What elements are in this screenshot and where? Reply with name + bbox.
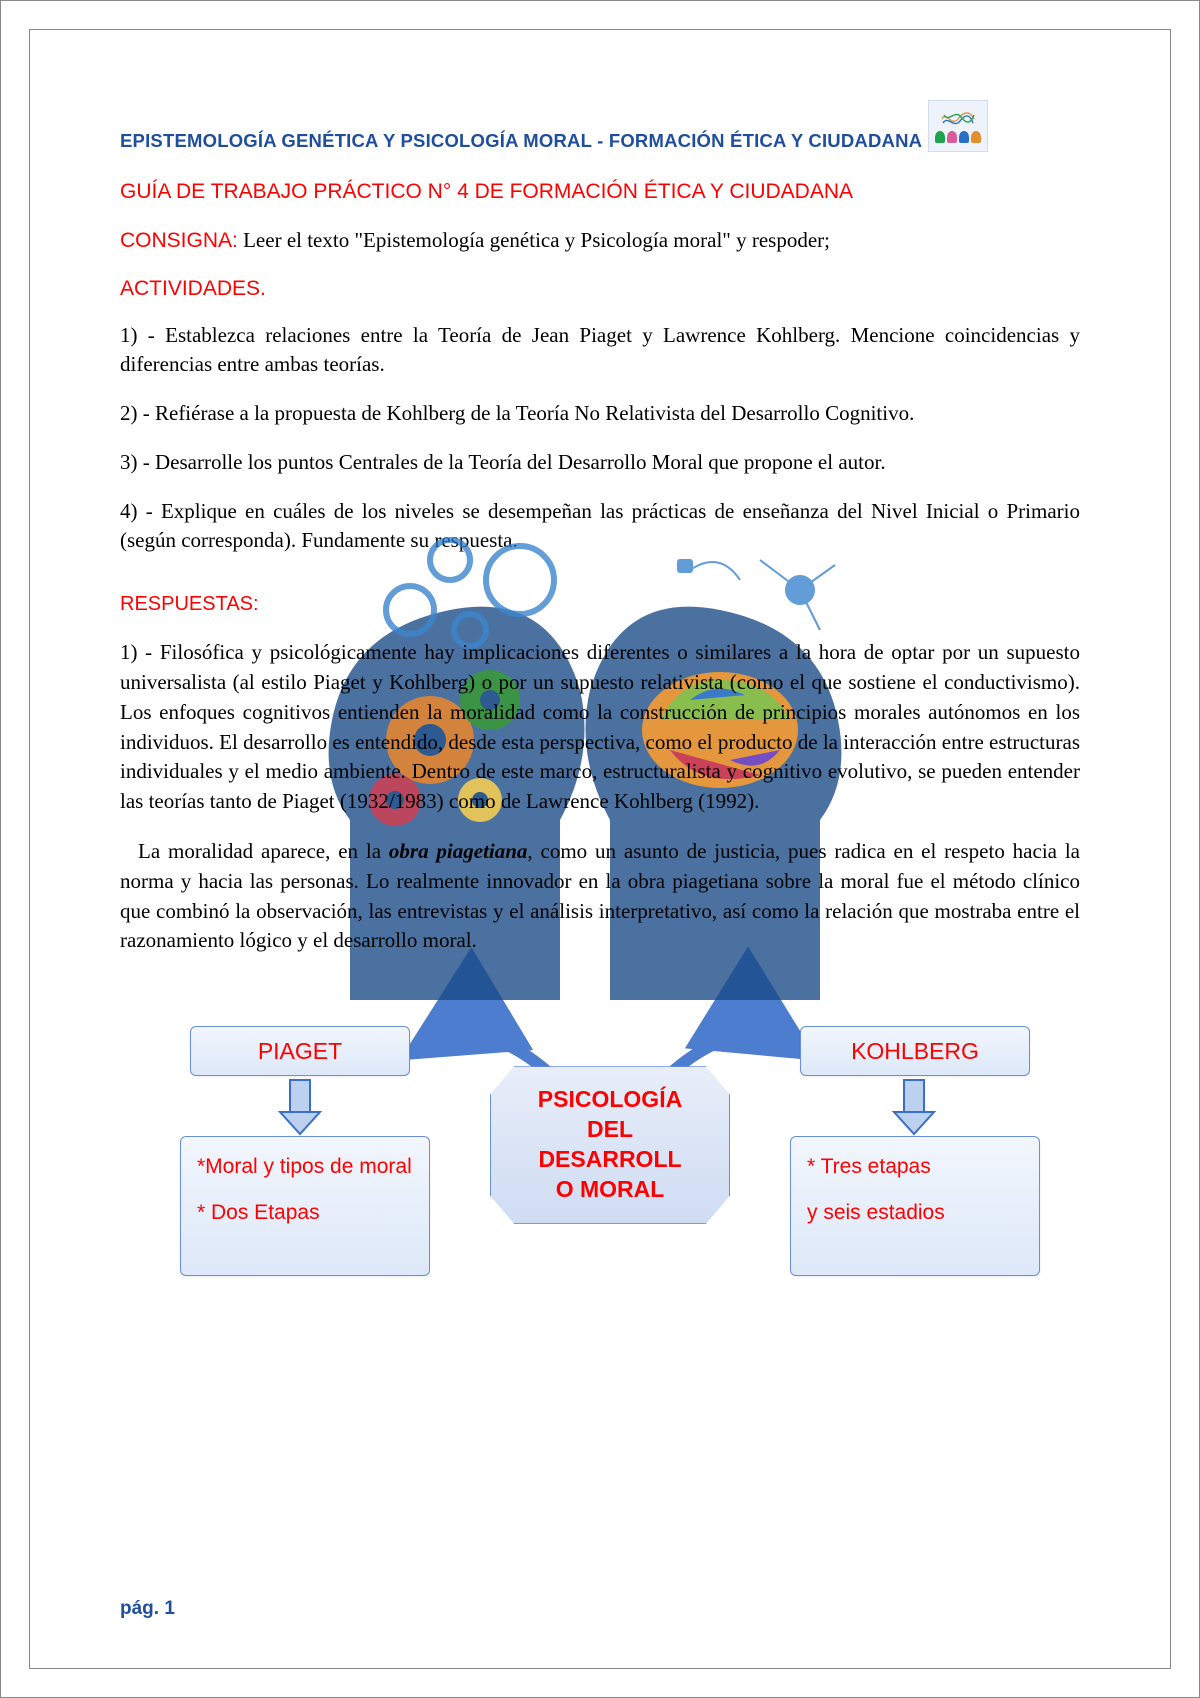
- kohlberg-body-box: * Tres etapas y seis estadios: [790, 1136, 1040, 1276]
- person-icon: [971, 131, 981, 143]
- answer-1-p2: La moralidad aparece, en la obra piageti…: [120, 837, 1080, 956]
- scribble-icon: [940, 109, 976, 129]
- page-number: pág. 1: [120, 1598, 175, 1620]
- header: EPISTEMOLOGÍA GENÉTICA Y PSICOLOGÍA MORA…: [120, 100, 1080, 152]
- piaget-line-2: * Dos Etapas: [197, 1197, 413, 1229]
- center-l3: DESARROLL: [501, 1145, 719, 1175]
- consigna-label: CONSIGNA:: [120, 229, 238, 252]
- answer-1-p1: 1) - Filosófica y psicológicamente hay i…: [120, 638, 1080, 817]
- person-icon: [947, 131, 957, 143]
- center-box: PSICOLOGÍA DEL DESARROLL O MORAL: [490, 1066, 730, 1224]
- piaget-body: *Moral y tipos de moral * Dos Etapas: [181, 1137, 429, 1242]
- piaget-line-1: *Moral y tipos de moral: [197, 1151, 413, 1183]
- question-1: 1) - Establezca relaciones entre la Teor…: [120, 321, 1080, 379]
- piaget-body-box: *Moral y tipos de moral * Dos Etapas: [180, 1136, 430, 1276]
- answer-1-p2-em: obra piagetiana: [389, 839, 528, 863]
- piaget-title: PIAGET: [258, 1038, 342, 1065]
- kohlberg-line-1: * Tres etapas: [807, 1151, 1023, 1183]
- consigna: CONSIGNA: Leer el texto "Epistemología g…: [120, 226, 1080, 255]
- person-icon: [959, 131, 969, 143]
- kohlberg-body: * Tres etapas y seis estadios: [791, 1137, 1039, 1242]
- people-icons: [935, 131, 981, 143]
- center-l4: O MORAL: [501, 1175, 719, 1205]
- consigna-text: Leer el texto "Epistemología genética y …: [238, 228, 830, 252]
- question-2: 2) - Refiérase a la propuesta de Kohlber…: [120, 399, 1080, 428]
- document-title: GUÍA DE TRABAJO PRÁCTICO N° 4 DE FORMACI…: [120, 180, 1080, 204]
- kohlberg-line-2: y seis estadios: [807, 1197, 1023, 1229]
- person-icon: [935, 131, 945, 143]
- page-inner: EPISTEMOLOGÍA GENÉTICA Y PSICOLOGÍA MORA…: [29, 29, 1171, 1669]
- header-icon: [928, 100, 988, 152]
- kohlberg-title: KOHLBERG: [851, 1038, 979, 1065]
- actividades-label: ACTIVIDADES.: [120, 277, 1080, 301]
- page: EPISTEMOLOGÍA GENÉTICA Y PSICOLOGÍA MORA…: [0, 0, 1200, 1698]
- answer-1-p2-pre: La moralidad aparece, en la: [138, 839, 389, 863]
- center-l1: PSICOLOGÍA: [501, 1085, 719, 1115]
- question-3: 3) - Desarrolle los puntos Centrales de …: [120, 448, 1080, 477]
- header-text: EPISTEMOLOGÍA GENÉTICA Y PSICOLOGÍA MORA…: [120, 130, 922, 152]
- diagram: PIAGET *Moral y tipos de moral * Dos Eta…: [120, 1026, 1080, 1306]
- center-l2: DEL: [501, 1115, 719, 1145]
